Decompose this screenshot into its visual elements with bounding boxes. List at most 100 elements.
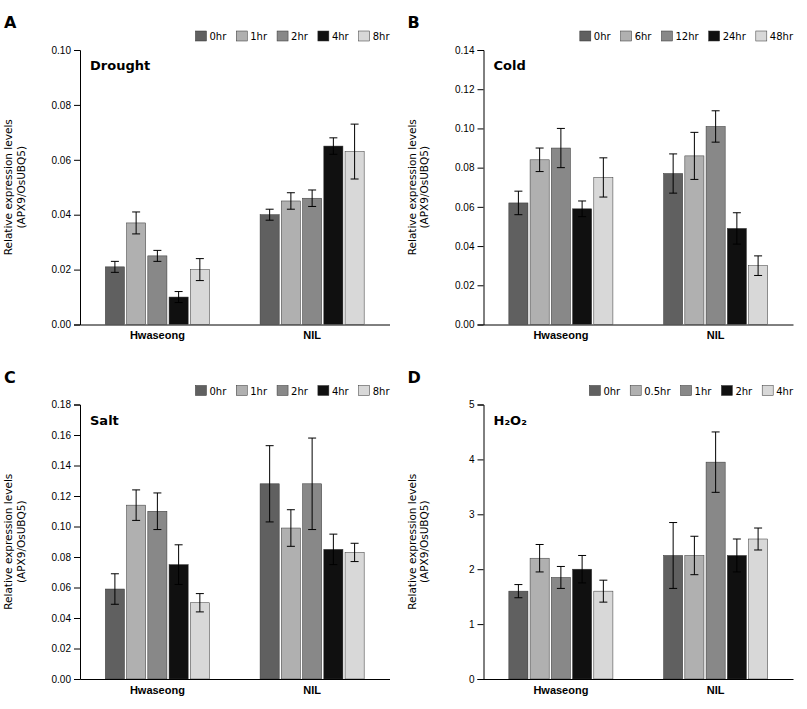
series (509, 523, 683, 679)
error-bar (599, 580, 607, 602)
legend-label: 48hr (770, 31, 794, 42)
series (127, 490, 301, 679)
legend: 0hr6hr12hr24hr48hr (580, 31, 794, 42)
error-bar-line (196, 594, 204, 612)
error-bar (669, 154, 677, 193)
error-bar (175, 292, 183, 303)
axis-line (478, 51, 485, 326)
error-bar-line (536, 148, 544, 172)
error-bar-line (578, 201, 586, 217)
tick: 0.00 (52, 319, 80, 330)
tick: 0.14 (455, 45, 483, 56)
axis-line (74, 405, 81, 680)
error-bar-line (132, 212, 140, 234)
tick: 0.16 (52, 430, 80, 441)
error-bar (287, 193, 295, 209)
legend-item: 0.5hr (630, 386, 671, 397)
error-bar-line (712, 111, 720, 142)
error-bar (329, 138, 337, 154)
error-bar-line (308, 190, 316, 206)
error-bar-line (111, 574, 119, 605)
tick-mark (478, 569, 484, 570)
tick-label: 0.10 (455, 123, 475, 134)
legend-label: 0.5hr (644, 386, 671, 397)
bar (706, 126, 725, 324)
plot-area (509, 111, 768, 325)
series (551, 111, 725, 325)
legend-label: 4hr (332, 386, 350, 397)
legend-swatch (195, 31, 206, 41)
tick-mark (74, 618, 80, 619)
error-bar-line (351, 124, 359, 179)
tick: Hwaseong (130, 329, 185, 341)
tick-label: 0.14 (455, 45, 475, 56)
tick-label: 0.12 (455, 84, 475, 95)
tick-label: Hwaseong (533, 329, 588, 341)
error-bar-line (669, 154, 677, 193)
tick-label: NIL (707, 329, 725, 341)
legend-swatch (709, 31, 720, 41)
tick-mark (74, 160, 80, 161)
legend-label: 2hr (735, 386, 753, 397)
legend-swatch (277, 386, 288, 396)
legend-item: 2hr (277, 31, 309, 42)
bar (509, 591, 528, 679)
bar (324, 549, 343, 679)
tick: 0.00 (455, 319, 483, 330)
y-axis-title-line: (APX9/OsUBQ5) (418, 500, 430, 583)
legend-label: 8hr (373, 31, 391, 42)
tick: 0.14 (52, 460, 80, 471)
axis-line (74, 51, 81, 326)
series (530, 132, 704, 324)
tick-mark (74, 679, 80, 680)
tick: 0.06 (52, 582, 80, 593)
tick-label: 0.02 (52, 264, 72, 275)
tick-mark (74, 270, 80, 271)
error-bar (712, 111, 720, 142)
tick-label: NIL (707, 684, 725, 696)
legend-swatch (621, 31, 632, 41)
bar (530, 558, 549, 679)
error-bar (111, 574, 119, 605)
bar (594, 177, 613, 324)
series (530, 536, 704, 679)
panel: 0.000.020.040.060.080.10HwaseongNILRelat… (2, 13, 390, 341)
plot-area (105, 124, 364, 324)
bar (324, 146, 343, 324)
error-bar-line (557, 128, 565, 167)
series (169, 534, 343, 679)
legend-item: 2hr (277, 386, 309, 397)
error-bar (514, 585, 522, 598)
tick-label: 4 (469, 454, 475, 465)
tick: 0.08 (455, 162, 483, 173)
legend-item: 2hr (721, 386, 753, 397)
error-bar (153, 493, 161, 530)
tick: 3 (469, 509, 484, 520)
y-axis-title: Relative expression levels(APX9/OsUBQ5) (2, 119, 27, 255)
legend-swatch (661, 31, 672, 41)
error-bar-line (351, 543, 359, 561)
tick-mark (478, 168, 484, 169)
tick-label: 0.02 (52, 643, 72, 654)
bar (127, 505, 146, 679)
tick-label: 3 (469, 509, 475, 520)
y-axis: 0.000.020.040.060.080.100.120.140.160.18 (52, 399, 81, 685)
legend-swatch (721, 386, 732, 396)
error-bar-line (287, 193, 295, 209)
axis-line (81, 325, 391, 326)
error-bar-line (329, 138, 337, 154)
tick-label: 0.10 (52, 45, 72, 56)
legend-swatch (359, 31, 370, 41)
tick: 0.04 (455, 241, 483, 252)
bar (727, 555, 746, 679)
legend-item: 1hr (681, 386, 713, 397)
tick: 0.12 (455, 84, 483, 95)
legend-swatch (359, 386, 370, 396)
plot-area (105, 438, 364, 679)
bar (573, 569, 592, 679)
series (105, 209, 279, 324)
error-bar-line (578, 555, 586, 582)
tick-label: 2 (469, 564, 475, 575)
x-axis: HwaseongNIL (81, 325, 391, 341)
bar (664, 174, 683, 325)
